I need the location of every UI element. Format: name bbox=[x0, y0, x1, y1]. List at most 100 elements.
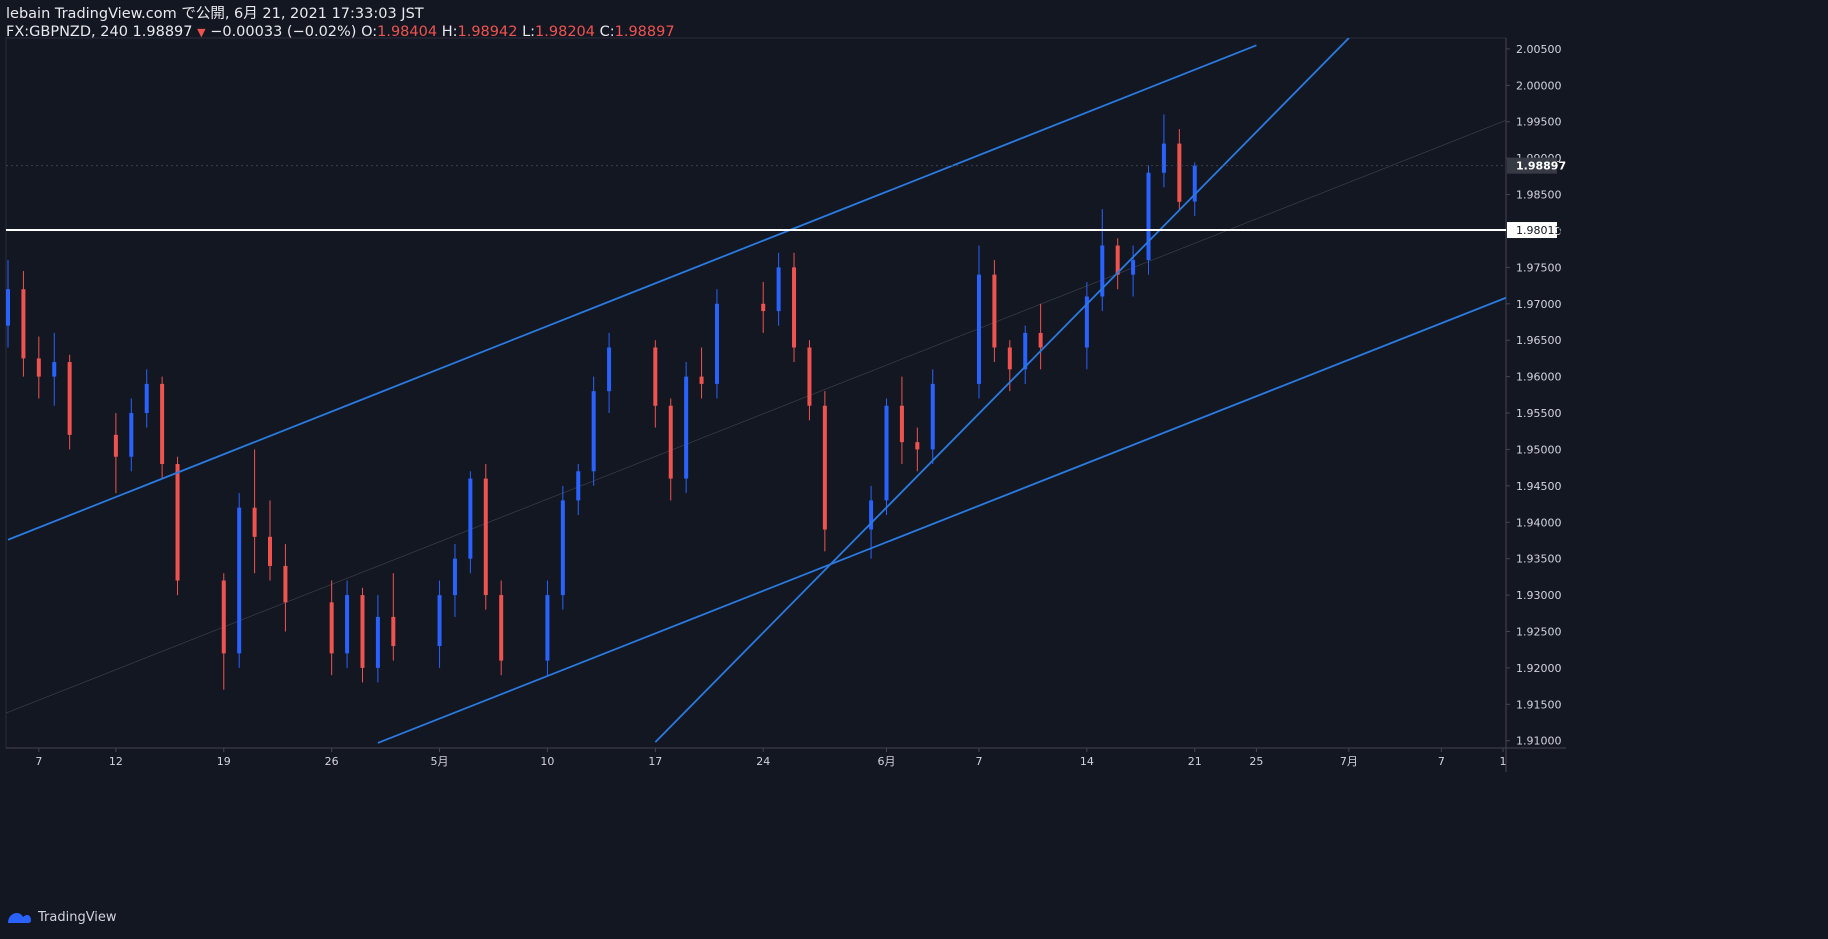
price-chart[interactable]: 1.91000 1.91500 1.92000 1.92500 1.93000 1.935… bbox=[0, 0, 1828, 905]
candle-body bbox=[1161, 143, 1166, 173]
candle-body bbox=[869, 500, 874, 530]
price-tick-label: 1.97500 bbox=[1516, 261, 1562, 274]
triangle-down-icon: ▼ bbox=[197, 26, 206, 39]
candle-body bbox=[221, 580, 226, 654]
candle-body bbox=[391, 616, 396, 647]
candle-body bbox=[468, 478, 473, 559]
price-tick-label: 1.91000 bbox=[1516, 735, 1562, 748]
last-price: 1.98897 bbox=[132, 24, 193, 40]
candle-body bbox=[52, 362, 57, 377]
open-value: 1.98404 bbox=[377, 24, 438, 40]
symbol-interval: FX:GBPNZD, 240 bbox=[6, 24, 128, 40]
time-tick-label: 7月 bbox=[1340, 755, 1358, 768]
candle-body bbox=[560, 500, 565, 596]
candle-body bbox=[268, 536, 273, 566]
price-tick-label: 1.93500 bbox=[1516, 553, 1562, 566]
trendline-channel-lower bbox=[377, 296, 1506, 744]
time-tick-label: 25 bbox=[1249, 755, 1263, 768]
time-tick-label: 17 bbox=[648, 755, 662, 768]
candle-body bbox=[144, 383, 149, 414]
candle-body bbox=[252, 507, 257, 537]
ohlc-row: FX:GBPNZD, 240 1.98897 ▼ −0.00033 (−0.02… bbox=[6, 23, 675, 42]
time-tick-label: 5月 bbox=[431, 755, 449, 768]
time-tick-label: 12 bbox=[109, 755, 123, 768]
open-label: O: bbox=[361, 24, 378, 40]
price-tick-label: 1.93000 bbox=[1516, 589, 1562, 602]
price-tick-label: 1.94000 bbox=[1516, 516, 1562, 529]
candle-body bbox=[822, 405, 827, 530]
candle-body bbox=[36, 358, 41, 377]
chart-header: lebain TradingView.com で公開, 6月 21, 2021 … bbox=[6, 5, 675, 42]
candle-body bbox=[807, 347, 812, 406]
candle-body bbox=[930, 383, 935, 450]
price-tick-label: 1.95500 bbox=[1516, 407, 1562, 420]
price-tick-label: 1.96500 bbox=[1516, 334, 1562, 347]
regression-line bbox=[5, 119, 1507, 714]
candle-body bbox=[1192, 165, 1197, 202]
candle-body bbox=[714, 303, 719, 384]
candle-body bbox=[607, 347, 612, 392]
close-label: C: bbox=[599, 24, 615, 40]
candle-body bbox=[545, 595, 550, 661]
candle-body bbox=[1084, 296, 1089, 348]
price-tick-label: 1.96000 bbox=[1516, 371, 1562, 384]
candle-body bbox=[915, 442, 920, 450]
candle-body bbox=[699, 376, 704, 384]
low-value: 1.98204 bbox=[535, 24, 595, 40]
price-tick-label: 1.92000 bbox=[1516, 662, 1562, 675]
candle-body bbox=[761, 303, 766, 312]
tradingview-brand: TradingView bbox=[38, 910, 117, 925]
candle-body bbox=[1023, 332, 1028, 370]
last-price-tag-label: 1.98897 bbox=[1516, 160, 1566, 173]
candle-body bbox=[1007, 347, 1012, 370]
candle-body bbox=[345, 595, 350, 654]
candle-body bbox=[483, 478, 488, 596]
candle-body bbox=[684, 376, 689, 479]
tradingview-footer[interactable]: TradingView bbox=[6, 910, 117, 925]
time-tick-label: 7 bbox=[975, 755, 982, 768]
price-tick-label: 1.92500 bbox=[1516, 625, 1562, 638]
candle-body bbox=[992, 274, 997, 348]
time-tick-label: 6月 bbox=[878, 755, 896, 768]
time-tick-label: 7 bbox=[1438, 755, 1445, 768]
candle-body bbox=[129, 413, 134, 457]
high-label: H: bbox=[441, 24, 458, 40]
trendline-rising-support bbox=[654, 38, 1350, 743]
time-tick-label: 14 bbox=[1080, 755, 1094, 768]
candle-body bbox=[884, 405, 889, 501]
candle-body bbox=[591, 391, 596, 472]
candle-body bbox=[237, 507, 242, 654]
candle-body bbox=[976, 274, 981, 384]
low-label: L: bbox=[522, 24, 536, 40]
publish-info: lebain TradingView.com で公開, 6月 21, 2021 … bbox=[6, 6, 424, 22]
level-tag-label: 1.98013 bbox=[1516, 224, 1562, 237]
candle-body bbox=[499, 595, 504, 661]
price-tick-label: 2.00500 bbox=[1516, 43, 1562, 56]
candle-body bbox=[283, 565, 288, 603]
candle-body bbox=[1038, 332, 1043, 348]
candle-body bbox=[776, 267, 781, 312]
candle-body bbox=[175, 464, 180, 581]
candle-body bbox=[1146, 172, 1151, 261]
close-value: 1.98897 bbox=[614, 24, 675, 40]
time-tick-label: 19 bbox=[217, 755, 231, 768]
last-price-tag-bg bbox=[1507, 157, 1557, 174]
candle-body bbox=[1131, 260, 1136, 275]
price-tick-label: 1.91500 bbox=[1516, 698, 1562, 711]
time-tick-label: 10 bbox=[540, 755, 554, 768]
price-tick-label: 1.99500 bbox=[1516, 116, 1562, 129]
price-tick-label: 1.98500 bbox=[1516, 189, 1562, 202]
price-tick-label: 2.00000 bbox=[1516, 79, 1562, 92]
candle-body bbox=[360, 595, 365, 668]
time-tick-label: 21 bbox=[1188, 755, 1202, 768]
candle-body bbox=[1100, 245, 1105, 297]
candle-body bbox=[899, 405, 904, 443]
trendline-channel-upper bbox=[7, 44, 1257, 541]
candle-body bbox=[792, 267, 797, 348]
level-tag-bg bbox=[1507, 222, 1557, 239]
price-tick-label: 1.95000 bbox=[1516, 443, 1562, 456]
candle-body bbox=[329, 602, 334, 654]
candle-body bbox=[1177, 143, 1182, 202]
price-tick-label: 1.97000 bbox=[1516, 298, 1562, 311]
candle-body bbox=[6, 289, 10, 326]
